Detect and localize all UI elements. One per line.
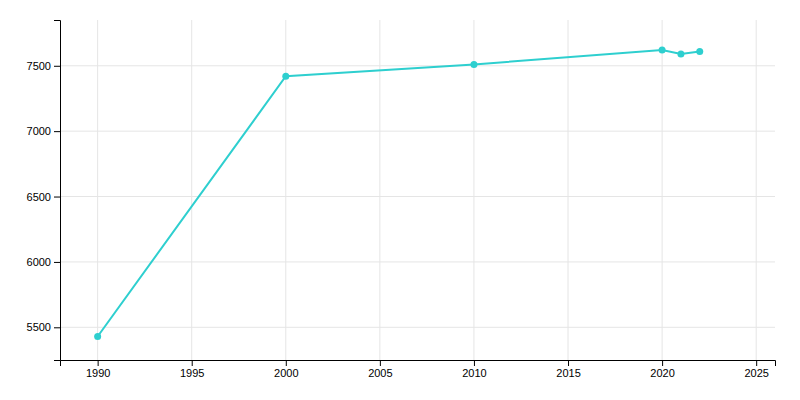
tick-mark: [662, 360, 663, 366]
x-axis: 1990 1995 2000 2005 2010 2015 2020 2025: [61, 360, 776, 379]
grid-line: [60, 65, 775, 66]
tick-mark: [380, 360, 381, 366]
tick: 2015: [556, 360, 580, 379]
point: [659, 47, 666, 54]
point: [696, 48, 703, 55]
tick-label: 2000: [274, 367, 298, 379]
point: [282, 73, 289, 80]
axis-line: [61, 361, 776, 367]
tick-label: 6500: [27, 191, 51, 203]
tick-mark: [54, 66, 60, 67]
grid-line: [662, 20, 663, 360]
grid-line: [285, 20, 286, 360]
tick-label: 7000: [27, 125, 51, 137]
tick: 2025: [744, 360, 768, 379]
tick: 1995: [180, 360, 204, 379]
grid-line: [191, 20, 192, 360]
grid-line: [97, 20, 98, 360]
tick-mark: [54, 197, 60, 198]
tick-label: 2025: [744, 367, 768, 379]
tick-mark: [286, 360, 287, 366]
tick-mark: [474, 360, 475, 366]
chart: 1990 1995 2000 2005 2010 2015 2020 2025 5500 6000…: [0, 0, 800, 400]
tick-label: 5500: [27, 321, 51, 333]
tick: 2005: [368, 360, 392, 379]
tick-mark: [54, 327, 60, 328]
y-axis: 5500 6000 6500 7000 7500: [27, 21, 61, 361]
grid-line: [60, 261, 775, 262]
tick: 2010: [462, 360, 486, 379]
tick-label: 7500: [27, 60, 51, 72]
point: [470, 61, 477, 68]
tick-mark: [568, 360, 569, 366]
series: [94, 47, 703, 340]
tick: 2000: [274, 360, 298, 379]
tick-mark: [54, 131, 60, 132]
tick-mark: [54, 262, 60, 263]
tick-label: 2020: [650, 367, 674, 379]
plot-area: 1990 1995 2000 2005 2010 2015 2020 2025 5500 6000…: [27, 20, 776, 379]
tick: 7500: [27, 60, 60, 72]
grid-line: [568, 20, 569, 360]
tick-label: 2010: [462, 367, 486, 379]
grid-line: [60, 131, 775, 132]
tick-mark: [98, 360, 99, 366]
tick-mark: [192, 360, 193, 366]
tick: 6500: [27, 191, 60, 203]
axis-line: [54, 21, 61, 361]
grid-line: [756, 20, 757, 360]
tick-label: 2015: [556, 367, 580, 379]
tick: 1990: [86, 360, 110, 379]
tick-label: 2005: [368, 367, 392, 379]
grid: [60, 20, 775, 360]
tick: 7000: [27, 125, 60, 137]
grid-line: [60, 327, 775, 328]
grid-line: [473, 20, 474, 360]
tick-mark: [756, 360, 757, 366]
tick: 2020: [650, 360, 674, 379]
tick-label: 6000: [27, 256, 51, 268]
point: [677, 51, 684, 58]
tick-label: 1990: [86, 367, 110, 379]
point: [94, 333, 101, 340]
tick: 6000: [27, 256, 60, 268]
tick: 5500: [27, 321, 60, 333]
line: [98, 50, 700, 336]
tick-label: 1995: [180, 367, 204, 379]
grid-line: [60, 196, 775, 197]
